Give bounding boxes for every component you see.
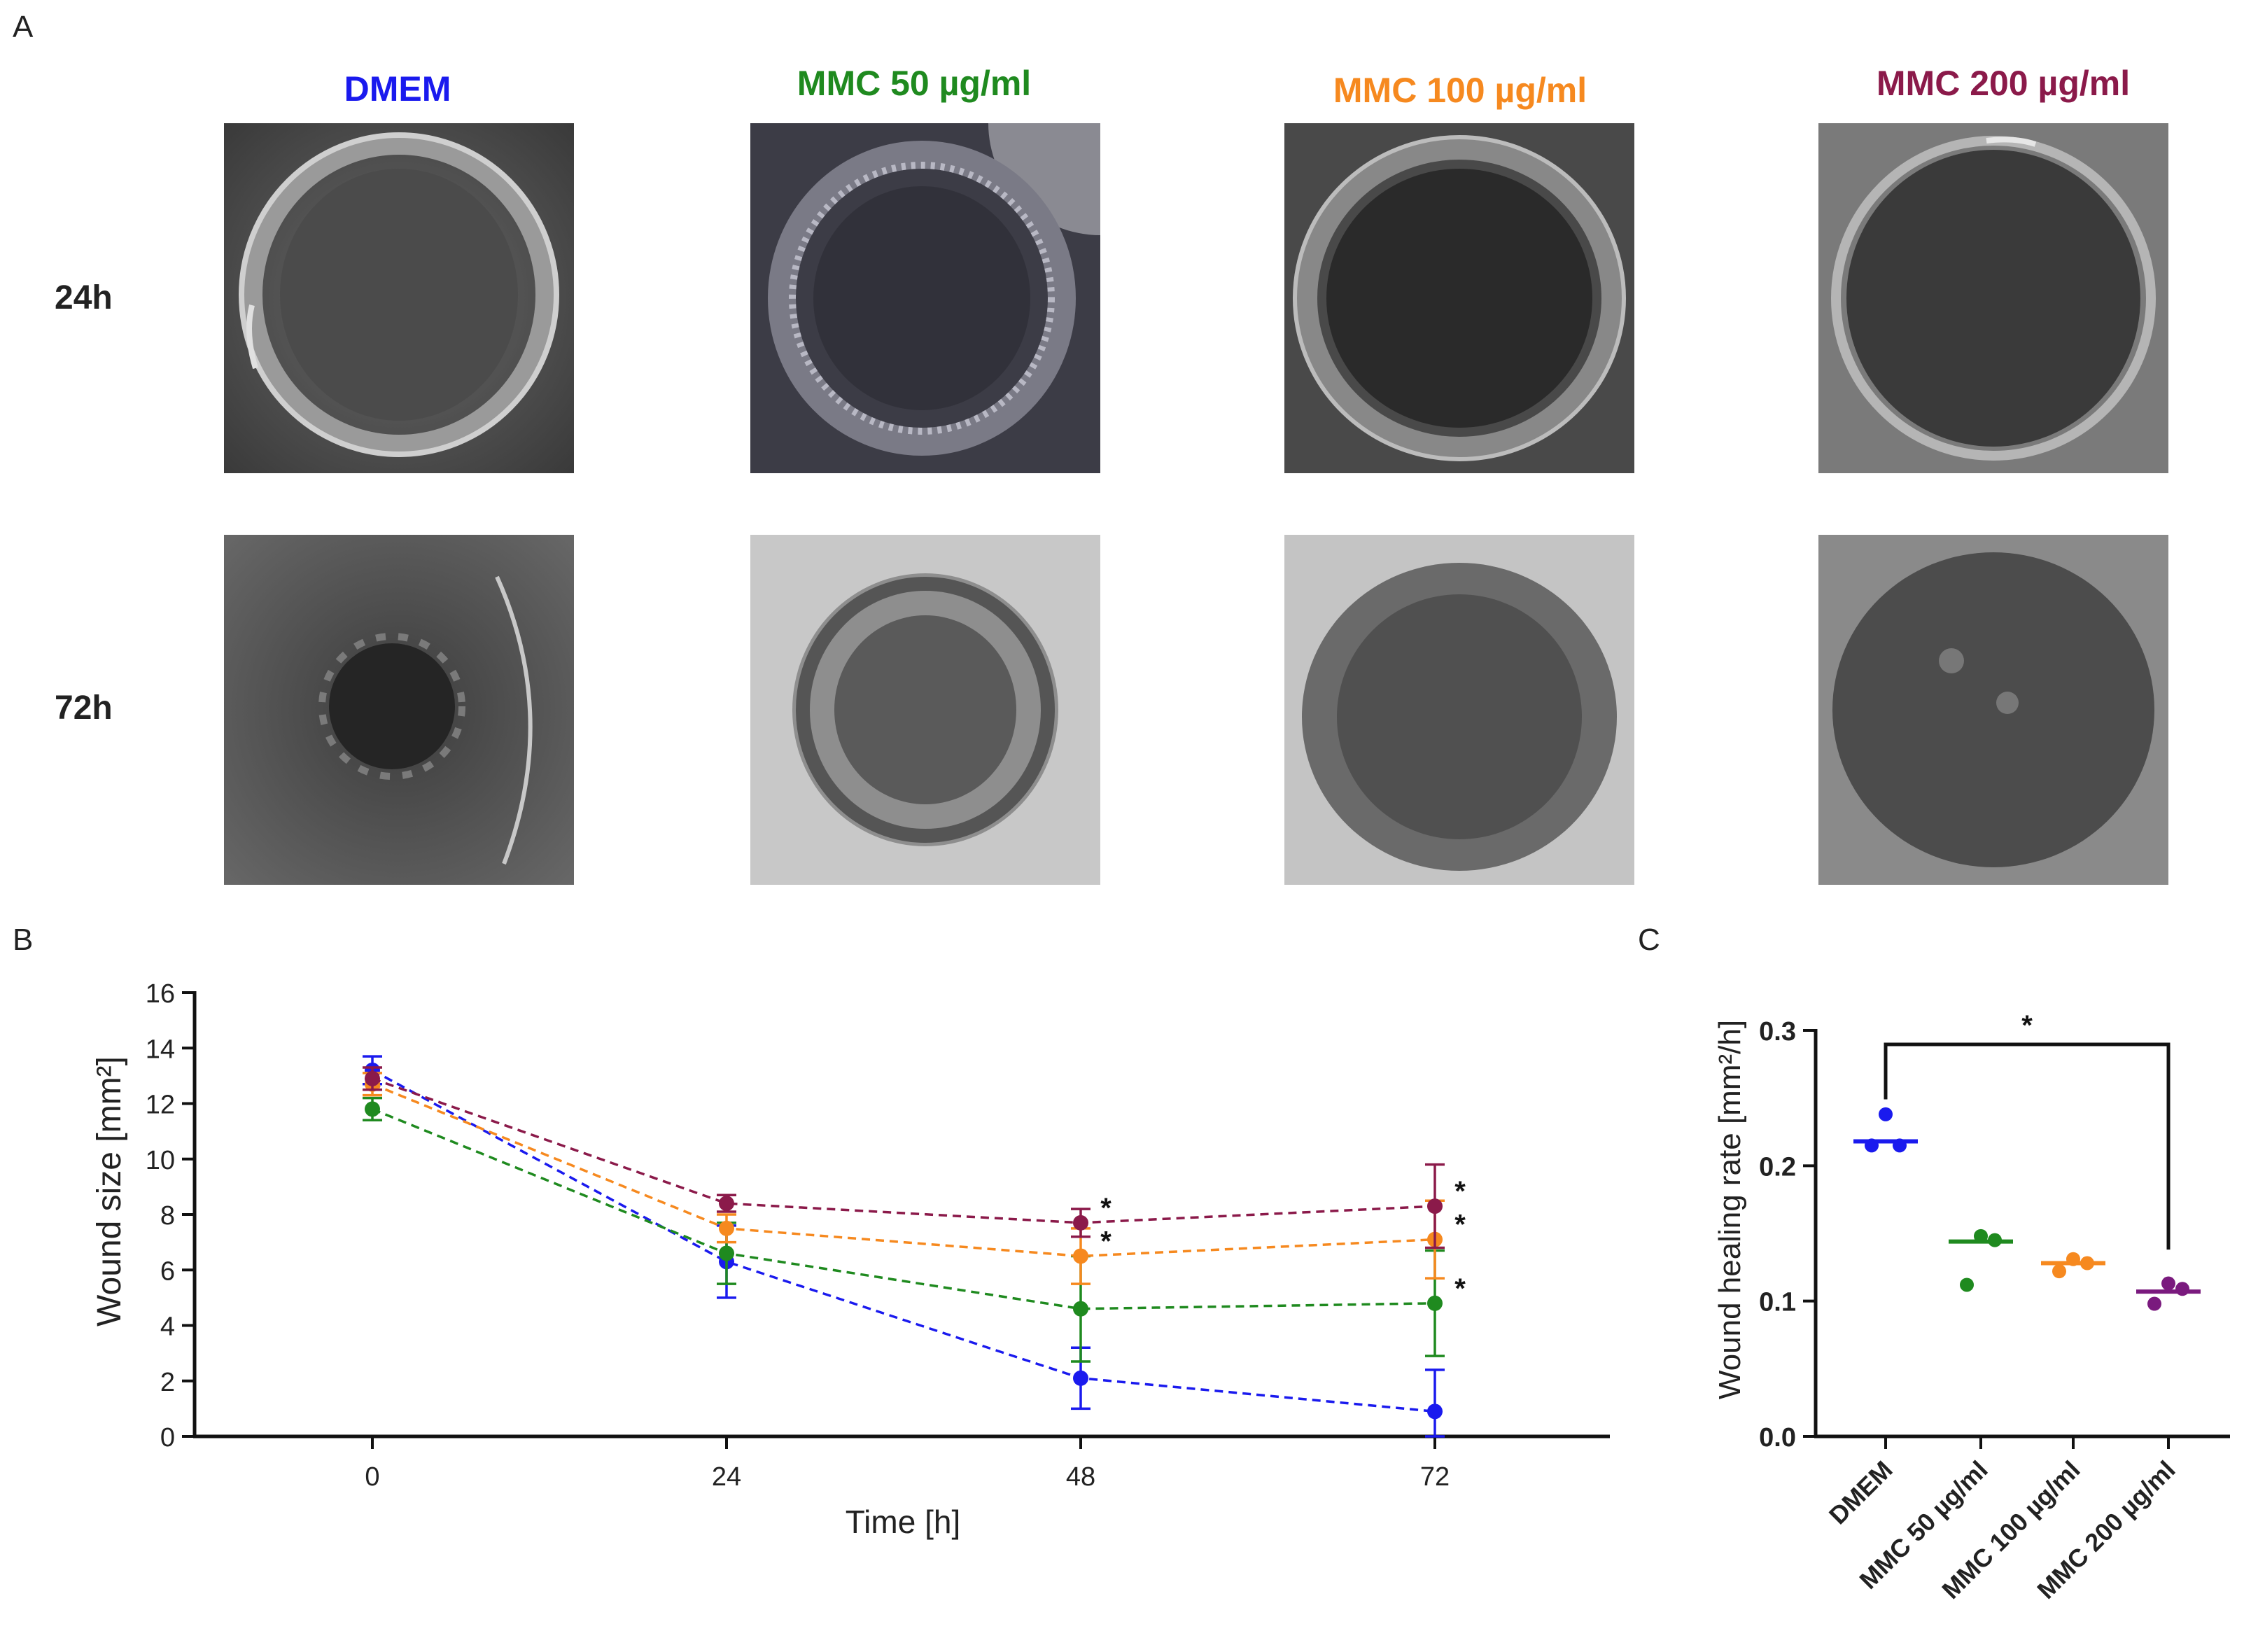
series-line-mmc50 (372, 1107, 1436, 1310)
data-point-mmc50 (1073, 1301, 1088, 1317)
data-point-dmem (1073, 1370, 1088, 1386)
data-point-dmem (1879, 1107, 1893, 1121)
data-point-mmc200_rate (2161, 1276, 2175, 1291)
chart-c-ylabel: Wound healing rate [mm²/h] (1713, 1020, 1747, 1399)
significance-star: * (1100, 1193, 1112, 1224)
chart-b-ytick-label: 6 (160, 1256, 175, 1286)
micrograph-mmc50-72h (750, 535, 1100, 885)
chart-b-xtick-label: 48 (1066, 1462, 1095, 1492)
micrograph-mmc100-24h (1284, 123, 1634, 473)
data-point-mmc200_rate (2175, 1282, 2189, 1296)
chart-b-xtick-label: 24 (712, 1462, 741, 1492)
significance-star: * (2021, 1010, 2033, 1041)
data-point-mmc100 (2052, 1264, 2066, 1279)
chart-b-ytick-label: 0 (160, 1423, 175, 1452)
micrograph-mmc200-72h (1818, 535, 2168, 885)
significance-star: * (1100, 1226, 1112, 1256)
series-line-mmc200 (372, 1077, 1436, 1224)
data-point-mmc100 (1073, 1248, 1088, 1264)
chart-c-ytick-label: 0.0 (1759, 1423, 1796, 1452)
chart-c-ytick-label: 0.3 (1759, 1017, 1796, 1046)
panel-label-c: C (1638, 923, 1660, 957)
data-point-mmc200 (1427, 1198, 1443, 1214)
chart-b-ytick-label: 12 (146, 1091, 175, 1120)
column-title-dmem: DMEM (344, 69, 451, 108)
micrograph-mmc50-24h (750, 123, 1100, 473)
column-title-mmc100: MMC 100 µg/ml (1333, 71, 1587, 110)
data-point-mmc100 (2080, 1256, 2094, 1270)
chart-b-ytick-label: 16 (146, 979, 175, 1009)
data-point-mmc50 (719, 1245, 734, 1261)
chart-b-ytick-label: 4 (160, 1312, 175, 1342)
chart-b-ytick-label: 14 (146, 1035, 175, 1064)
data-point-mmc200 (719, 1196, 734, 1212)
data-point-dmem (1893, 1138, 1907, 1153)
row-label-24h: 24h (55, 279, 113, 316)
chart-b-ytick-label: 8 (160, 1201, 175, 1231)
series-line-mmc100 (372, 1083, 1436, 1258)
row-label-72h: 72h (55, 690, 113, 727)
significance-star: * (1454, 1210, 1466, 1240)
chart-c-ytick-label: 0.2 (1759, 1152, 1796, 1182)
chart-c-ytick-label: 0.1 (1759, 1288, 1796, 1317)
panel-label-a: A (13, 10, 34, 44)
significance-star: * (1454, 1176, 1466, 1207)
significance-star: * (1454, 1273, 1466, 1304)
data-point-mmc100 (2066, 1252, 2080, 1266)
significance-bracket (1884, 1042, 2171, 1250)
panel-label-b: B (13, 923, 34, 957)
data-point-mmc50 (1974, 1228, 1988, 1243)
chart-b-xtick-label: 72 (1420, 1462, 1450, 1492)
chart-c-xtick-label: DMEM (1823, 1455, 1898, 1530)
micrograph-mmc100-72h (1284, 535, 1634, 885)
micrograph-mmc200-24h (1818, 123, 2168, 473)
data-point-mmc200_rate (2147, 1296, 2161, 1311)
chart-b-ylabel: Wound size [mm²] (91, 1056, 128, 1326)
data-point-mmc50 (1427, 1295, 1443, 1311)
micrograph-dmem-72h (224, 535, 574, 885)
data-point-mmc200 (1073, 1214, 1088, 1231)
data-point-dmem (1865, 1138, 1879, 1153)
column-title-mmc50: MMC 50 µg/ml (797, 64, 1032, 103)
chart-b-ytick-label: 10 (146, 1146, 175, 1175)
chart-b-xtick-label: 0 (365, 1462, 379, 1492)
data-point-mmc50 (1988, 1233, 2002, 1247)
micrograph-dmem-24h (224, 123, 574, 473)
column-title-mmc200: MMC 200 µg/ml (1876, 64, 2131, 103)
data-point-mmc50 (365, 1101, 380, 1117)
series-line-dmem (372, 1069, 1436, 1413)
data-point-mmc100 (719, 1220, 734, 1236)
data-point-mmc50 (1960, 1278, 1974, 1292)
chart-b-xlabel: Time [h] (846, 1504, 960, 1540)
chart-b-ytick-label: 2 (160, 1368, 175, 1397)
data-point-mmc200 (365, 1070, 380, 1086)
data-point-dmem (1427, 1404, 1443, 1420)
